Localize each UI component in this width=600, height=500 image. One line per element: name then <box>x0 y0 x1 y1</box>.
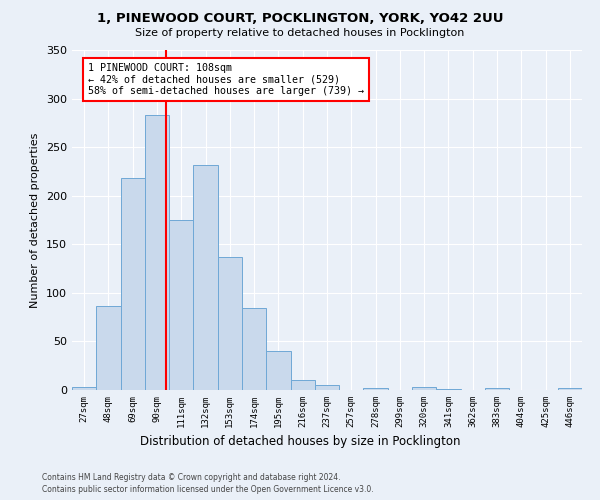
Text: 1 PINEWOOD COURT: 108sqm
← 42% of detached houses are smaller (529)
58% of semi-: 1 PINEWOOD COURT: 108sqm ← 42% of detach… <box>88 62 364 96</box>
Y-axis label: Number of detached properties: Number of detached properties <box>31 132 40 308</box>
Bar <box>485 388 509 390</box>
Bar <box>290 380 315 390</box>
Bar <box>96 306 121 390</box>
Bar <box>315 385 339 390</box>
Bar <box>242 308 266 390</box>
Bar <box>266 351 290 390</box>
Bar <box>72 387 96 390</box>
Text: Distribution of detached houses by size in Pocklington: Distribution of detached houses by size … <box>140 435 460 448</box>
Bar <box>145 115 169 390</box>
Bar <box>218 257 242 390</box>
Bar <box>558 388 582 390</box>
Bar <box>169 220 193 390</box>
Text: Contains public sector information licensed under the Open Government Licence v3: Contains public sector information licen… <box>42 485 374 494</box>
Bar <box>121 178 145 390</box>
Bar <box>412 387 436 390</box>
Bar <box>364 388 388 390</box>
Text: 1, PINEWOOD COURT, POCKLINGTON, YORK, YO42 2UU: 1, PINEWOOD COURT, POCKLINGTON, YORK, YO… <box>97 12 503 26</box>
Bar <box>436 389 461 390</box>
Text: Size of property relative to detached houses in Pocklington: Size of property relative to detached ho… <box>136 28 464 38</box>
Bar <box>193 164 218 390</box>
Text: Contains HM Land Registry data © Crown copyright and database right 2024.: Contains HM Land Registry data © Crown c… <box>42 472 341 482</box>
